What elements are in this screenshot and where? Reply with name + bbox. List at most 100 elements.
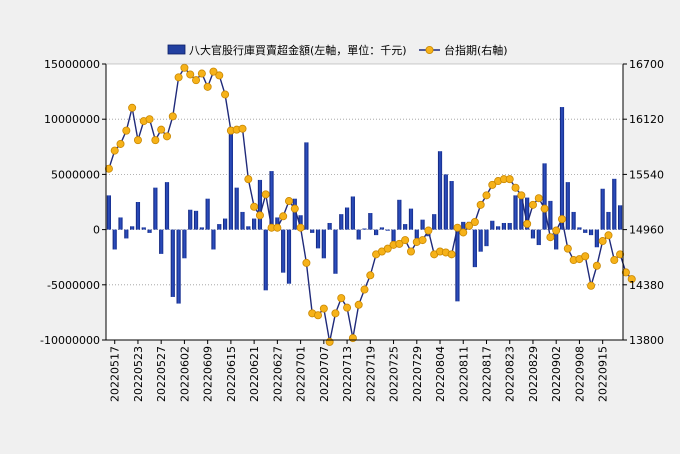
bar — [403, 224, 408, 230]
bar — [199, 227, 204, 230]
line-marker — [476, 200, 485, 209]
line-marker — [273, 223, 282, 232]
x-tick-label: 20220829 — [527, 346, 540, 402]
x-tick-label: 20220527 — [155, 346, 168, 402]
line-marker — [128, 103, 137, 112]
plot-area-background — [106, 64, 623, 340]
x-tick-label: 20220713 — [341, 346, 354, 402]
line-marker — [627, 275, 636, 284]
line-marker — [244, 175, 253, 184]
bar — [182, 229, 187, 259]
bar — [205, 198, 210, 230]
left-tick-label: -10000000 — [40, 334, 100, 347]
bar — [577, 227, 582, 230]
bar — [234, 187, 239, 230]
left-tick-label: -5000000 — [47, 279, 100, 292]
x-tick-label: 20220908 — [573, 346, 586, 402]
line-marker — [133, 136, 142, 145]
bar — [414, 229, 419, 239]
legend-line-label: 台指期(右軸) — [444, 43, 508, 57]
bar — [542, 163, 547, 230]
left-tick-label: 15000000 — [44, 58, 100, 71]
bar — [222, 218, 228, 230]
line-marker — [604, 231, 613, 240]
bar — [536, 229, 541, 246]
line-marker — [406, 247, 415, 256]
x-tick-label: 20220609 — [202, 346, 215, 402]
bar — [310, 229, 315, 233]
bar — [153, 187, 158, 230]
bar — [420, 219, 425, 230]
line-marker — [215, 71, 224, 80]
line-marker — [168, 112, 177, 121]
bar — [391, 229, 396, 246]
bar — [519, 197, 524, 230]
line-marker — [447, 250, 456, 259]
x-tick-label: 20220729 — [411, 346, 424, 402]
bar — [484, 229, 489, 247]
x-tick-label: 20220719 — [364, 346, 377, 402]
bar — [461, 221, 466, 230]
line-marker — [581, 252, 590, 261]
line-marker — [418, 236, 427, 245]
bar — [124, 229, 129, 239]
line-marker — [145, 115, 154, 124]
line-marker — [505, 175, 514, 184]
bar — [496, 226, 501, 230]
line-marker — [110, 146, 119, 155]
right-tick-label: 16700 — [629, 58, 664, 71]
bar — [281, 229, 286, 273]
line-marker — [563, 244, 572, 253]
x-tick-label: 20220804 — [434, 346, 447, 402]
bar — [472, 229, 477, 268]
line-marker — [221, 90, 230, 99]
bar — [612, 178, 617, 230]
bar — [507, 222, 512, 230]
x-tick-label: 20220517 — [109, 346, 122, 402]
bar — [583, 229, 588, 233]
bar — [437, 151, 443, 230]
line-marker — [116, 139, 125, 148]
line-markers — [104, 63, 636, 346]
line-marker — [209, 67, 218, 76]
bar — [275, 217, 280, 230]
bar — [525, 197, 530, 230]
bar — [600, 188, 605, 230]
bar — [159, 229, 164, 254]
line-marker — [186, 70, 195, 79]
line-marker — [482, 191, 491, 200]
bar — [449, 181, 454, 230]
line-marker — [534, 194, 543, 203]
x-tick-label: 20220817 — [480, 346, 493, 402]
line-marker — [197, 69, 206, 78]
bar — [618, 205, 623, 230]
x-tick-label: 20220701 — [295, 346, 308, 402]
bar — [554, 229, 559, 250]
bar — [257, 179, 263, 230]
bar — [548, 200, 553, 230]
line-marker — [360, 285, 369, 294]
line-marker — [598, 237, 607, 246]
bar — [147, 229, 152, 233]
bar — [176, 229, 181, 304]
right-tick-label: 15540 — [629, 168, 664, 181]
bar — [356, 229, 361, 240]
bar — [501, 222, 507, 230]
bar — [135, 202, 141, 230]
line-marker — [366, 271, 375, 280]
line-marker — [592, 261, 601, 270]
line-marker — [453, 223, 462, 232]
line-marker — [470, 217, 479, 226]
line-marker — [528, 200, 537, 209]
bar — [362, 228, 367, 230]
line-marker — [279, 212, 288, 221]
left-tick-label: 5000000 — [51, 168, 100, 181]
bar — [443, 174, 448, 230]
legend-bar-label: 八大官股行庫買賣超金額(左軸，單位：千元) — [189, 43, 407, 57]
line-marker — [621, 268, 630, 277]
bar — [397, 199, 402, 230]
bar — [170, 229, 175, 297]
line-marker — [180, 63, 189, 72]
legend: 八大官股行庫買賣超金額(左軸，單位：千元) 台指期(右軸) — [167, 43, 508, 57]
